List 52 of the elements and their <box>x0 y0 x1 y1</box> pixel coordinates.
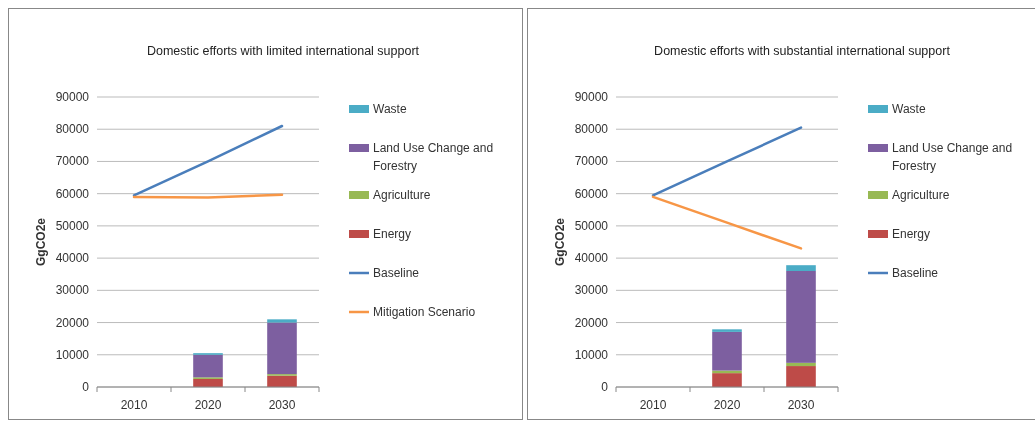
legend-label: Agriculture <box>373 188 431 202</box>
y-tick-label: 40000 <box>55 251 90 266</box>
legend-label: Baseline <box>892 266 939 280</box>
legend-label: Land Use Change and Forestry <box>892 141 1013 173</box>
legend-label: Baseline <box>373 266 420 280</box>
x-tick-label: 2020 <box>713 398 741 412</box>
legend-label: Mitigation Scenario <box>373 305 476 319</box>
y-tick-label: 30000 <box>55 283 90 298</box>
legend-label: Waste <box>892 102 926 116</box>
bar <box>712 329 742 332</box>
y-axis-title: GgCO2e <box>553 217 567 267</box>
bar <box>267 319 297 323</box>
x-tick-label: 2010 <box>120 398 148 412</box>
bar <box>786 366 816 387</box>
y-tick-label: 20000 <box>574 315 609 330</box>
y-axis-title: GgCO2e <box>34 217 48 267</box>
y-tick-label: 70000 <box>574 154 609 169</box>
chart-title: Domestic efforts with limited international support <box>146 44 420 58</box>
bar <box>712 331 742 371</box>
bar <box>786 271 816 363</box>
legend-label: Land Use Change and Forestry <box>373 141 494 173</box>
y-tick-label: 60000 <box>574 186 609 201</box>
bar <box>786 362 816 367</box>
y-tick-label: 80000 <box>55 122 90 137</box>
y-tick-label: 70000 <box>55 154 90 169</box>
chart-title: Domestic efforts with substantial international support <box>654 44 951 58</box>
bar <box>786 265 816 271</box>
y-tick-label: 40000 <box>574 251 609 266</box>
y-tick-label: 50000 <box>55 218 90 233</box>
y-tick-label: 10000 <box>55 347 90 362</box>
x-tick-label: 2020 <box>194 398 222 412</box>
y-tick-label: 0 <box>601 380 609 394</box>
legend-label: Energy <box>892 227 931 241</box>
y-tick-label: 10000 <box>574 347 609 362</box>
x-tick-label: 2030 <box>787 398 815 412</box>
x-tick-label: 2010 <box>639 398 667 412</box>
bar <box>267 375 297 387</box>
bar <box>267 322 297 375</box>
bar <box>193 354 223 378</box>
x-tick-label: 2030 <box>268 398 296 412</box>
y-tick-label: 80000 <box>574 122 609 137</box>
y-tick-label: 60000 <box>55 186 90 201</box>
legend-label: Waste <box>373 102 407 116</box>
legend-label: Agriculture <box>892 188 950 202</box>
y-tick-label: 90000 <box>55 90 90 104</box>
y-tick-label: 90000 <box>574 90 609 104</box>
legend-label: Energy <box>373 227 412 241</box>
y-tick-label: 20000 <box>55 315 90 330</box>
y-tick-label: 30000 <box>574 283 609 298</box>
bar <box>712 373 742 387</box>
y-tick-label: 50000 <box>574 218 609 233</box>
y-tick-label: 0 <box>82 380 90 394</box>
